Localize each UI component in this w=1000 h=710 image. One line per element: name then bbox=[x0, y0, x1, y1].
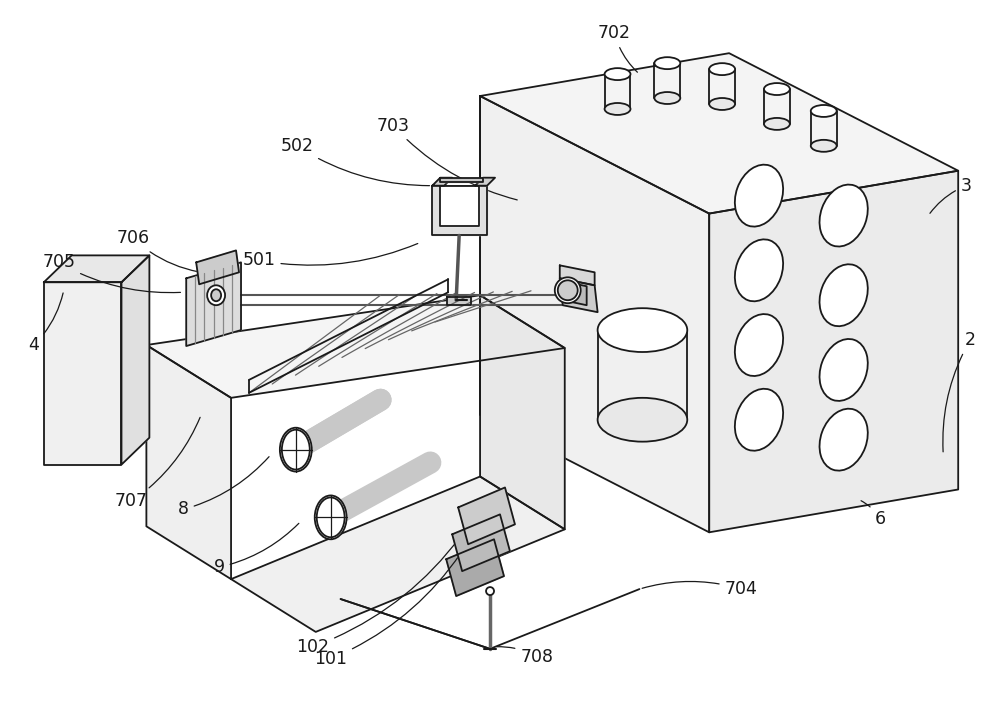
Text: 708: 708 bbox=[497, 647, 553, 666]
Ellipse shape bbox=[654, 92, 680, 104]
Polygon shape bbox=[44, 283, 121, 464]
Ellipse shape bbox=[282, 430, 310, 469]
Polygon shape bbox=[447, 297, 471, 305]
Polygon shape bbox=[44, 256, 149, 283]
Ellipse shape bbox=[735, 389, 783, 451]
Ellipse shape bbox=[820, 339, 868, 401]
Polygon shape bbox=[560, 266, 595, 285]
Ellipse shape bbox=[709, 98, 735, 110]
Ellipse shape bbox=[486, 587, 494, 595]
Ellipse shape bbox=[820, 409, 868, 471]
Polygon shape bbox=[196, 251, 239, 284]
Polygon shape bbox=[146, 295, 565, 398]
Text: 501: 501 bbox=[242, 244, 418, 269]
Polygon shape bbox=[186, 263, 241, 346]
Text: 102: 102 bbox=[296, 537, 460, 656]
Text: 8: 8 bbox=[178, 457, 269, 518]
Text: 9: 9 bbox=[214, 523, 299, 577]
Ellipse shape bbox=[764, 83, 790, 95]
Polygon shape bbox=[480, 96, 709, 532]
Ellipse shape bbox=[735, 165, 783, 226]
Ellipse shape bbox=[709, 63, 735, 75]
Text: 703: 703 bbox=[377, 117, 517, 200]
Polygon shape bbox=[432, 178, 452, 186]
Ellipse shape bbox=[654, 58, 680, 69]
Ellipse shape bbox=[764, 118, 790, 130]
Ellipse shape bbox=[280, 427, 312, 471]
Ellipse shape bbox=[811, 105, 837, 117]
Polygon shape bbox=[446, 540, 504, 596]
Ellipse shape bbox=[605, 68, 630, 80]
Ellipse shape bbox=[820, 264, 868, 326]
Polygon shape bbox=[440, 178, 483, 182]
Text: 4: 4 bbox=[28, 293, 63, 354]
Text: 3: 3 bbox=[930, 177, 972, 213]
Polygon shape bbox=[480, 53, 958, 214]
Ellipse shape bbox=[820, 185, 868, 246]
Text: 705: 705 bbox=[42, 253, 180, 293]
Polygon shape bbox=[440, 186, 479, 226]
Polygon shape bbox=[480, 295, 565, 530]
Text: 502: 502 bbox=[280, 137, 429, 186]
Polygon shape bbox=[560, 278, 598, 312]
Polygon shape bbox=[458, 488, 515, 545]
Text: 702: 702 bbox=[598, 24, 637, 72]
Polygon shape bbox=[452, 514, 510, 571]
Text: 704: 704 bbox=[642, 580, 757, 598]
Ellipse shape bbox=[315, 496, 347, 540]
Polygon shape bbox=[432, 186, 487, 236]
Ellipse shape bbox=[317, 498, 345, 537]
Ellipse shape bbox=[811, 140, 837, 152]
Polygon shape bbox=[121, 256, 149, 464]
Ellipse shape bbox=[598, 398, 687, 442]
Text: 2: 2 bbox=[943, 331, 976, 452]
Ellipse shape bbox=[598, 308, 687, 352]
Text: 6: 6 bbox=[861, 501, 886, 528]
Polygon shape bbox=[709, 170, 958, 532]
Polygon shape bbox=[231, 476, 565, 632]
Ellipse shape bbox=[735, 314, 783, 376]
Ellipse shape bbox=[558, 280, 578, 300]
Ellipse shape bbox=[735, 239, 783, 301]
Polygon shape bbox=[146, 345, 231, 579]
Text: 707: 707 bbox=[115, 417, 200, 510]
Polygon shape bbox=[568, 283, 587, 305]
Ellipse shape bbox=[211, 289, 221, 301]
Text: 706: 706 bbox=[117, 229, 198, 272]
Ellipse shape bbox=[555, 278, 581, 303]
Polygon shape bbox=[475, 178, 495, 186]
Ellipse shape bbox=[207, 285, 225, 305]
Text: 101: 101 bbox=[314, 554, 461, 668]
Ellipse shape bbox=[605, 103, 630, 115]
